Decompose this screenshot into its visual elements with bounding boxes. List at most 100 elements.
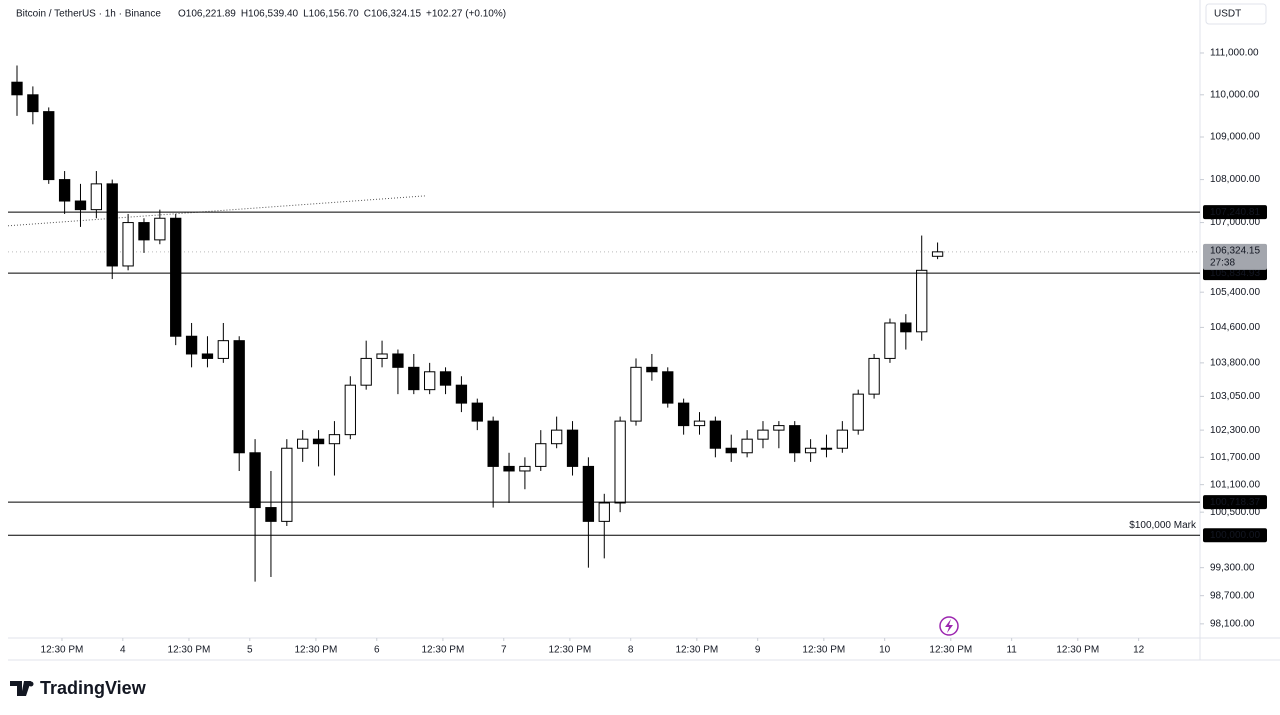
candle-body: [408, 366, 420, 391]
candle-body: [836, 429, 849, 449]
x-tick-label: 11: [1006, 645, 1017, 656]
x-tick-label: 12:30 PM: [929, 645, 972, 656]
countdown: 27:38: [1210, 257, 1235, 268]
candle-body: [122, 222, 134, 267]
ohlc-label: O106,221.89: [178, 9, 236, 20]
last-price-label: 106,324.15: [1210, 245, 1260, 256]
currency[interactable]: USDT: [1214, 9, 1241, 20]
candle-body: [598, 502, 610, 522]
trendline: [8, 195, 425, 227]
y-tick-label: 98,700.00: [1210, 590, 1255, 601]
candle-body: [138, 222, 150, 241]
candle-body: [328, 434, 341, 445]
candle-body: [519, 465, 531, 472]
price-change: +102.27 (+0.10%): [426, 9, 506, 20]
y-tick-label: 105,400.00: [1210, 287, 1260, 298]
y-tick-label: 110,000.00: [1210, 89, 1260, 100]
x-tick-label: 12:30 PM: [41, 645, 84, 656]
candle-body: [931, 251, 944, 257]
y-tick-label: 101,100.00: [1210, 479, 1260, 490]
candle-body: [74, 200, 87, 211]
candle-body: [297, 438, 309, 449]
candle-body: [392, 353, 404, 368]
candle-body: [535, 443, 547, 467]
candle-body: [201, 353, 214, 359]
level-label: 105,834.93: [1210, 268, 1260, 279]
annotation: $100,000 Mark: [1129, 520, 1197, 531]
x-tick-label: 12: [1133, 645, 1145, 656]
level-label-box: [1203, 495, 1267, 510]
x-tick-label: 12:30 PM: [295, 645, 338, 656]
candle-body: [741, 438, 753, 454]
candle-body: [312, 438, 325, 445]
ohlc-label: H106,539.40: [241, 9, 299, 20]
candle-body: [550, 429, 563, 445]
candle-body: [900, 322, 912, 333]
x-tick-label: 12:30 PM: [421, 645, 464, 656]
candle-body: [582, 465, 595, 522]
candle-body: [630, 366, 642, 422]
x-tick-label: 12:30 PM: [675, 645, 718, 656]
candle-body: [265, 507, 277, 522]
candle-body: [916, 269, 928, 333]
candle-body: [154, 217, 166, 241]
candle-body: [566, 429, 579, 467]
candle-body: [376, 353, 388, 359]
y-tick-label: 109,000.00: [1210, 132, 1260, 143]
candle-body: [90, 183, 103, 211]
candle-body: [43, 111, 55, 181]
y-tick-label: 103,800.00: [1210, 358, 1260, 369]
x-tick-label: 9: [755, 645, 761, 656]
y-tick-label: 100,500.00: [1210, 507, 1260, 518]
candle-body: [471, 402, 483, 422]
candle-body: [677, 402, 690, 427]
x-tick-label: 12:30 PM: [548, 645, 591, 656]
chart-title: Bitcoin / TetherUS · 1h · Binance: [16, 9, 161, 20]
y-tick-label: 107,000.00: [1210, 217, 1260, 228]
last-price-box: [1203, 243, 1267, 270]
replay-icon[interactable]: [939, 616, 959, 636]
x-tick-label: 6: [374, 645, 380, 656]
candle-body: [487, 420, 499, 467]
candle-body: [503, 465, 515, 472]
brand-logo: [10, 681, 34, 696]
candle-body: [614, 420, 626, 504]
candle-body: [709, 420, 722, 449]
candle-body: [27, 94, 39, 113]
x-tick-label: 5: [247, 645, 253, 656]
y-tick-label: 99,300.00: [1210, 562, 1255, 573]
candle-body: [757, 429, 769, 440]
candle-body: [249, 452, 261, 509]
y-tick-label: 108,000.00: [1210, 174, 1260, 185]
level-label: 107,240.81: [1210, 207, 1260, 218]
candle-body: [424, 371, 436, 391]
candle-body: [662, 371, 674, 404]
x-tick-label: 12:30 PM: [1056, 645, 1099, 656]
x-tick-label: 12:30 PM: [802, 645, 845, 656]
x-tick-label: 10: [879, 645, 891, 656]
level-label: 100,000.00: [1210, 530, 1260, 541]
candle-body: [804, 447, 817, 454]
currency-button[interactable]: [1205, 3, 1267, 25]
y-tick-label: 103,050.00: [1210, 391, 1260, 402]
candle-body: [693, 420, 706, 427]
candle-body: [789, 425, 801, 454]
candle-body: [217, 340, 229, 359]
y-tick-label: 104,600.00: [1210, 322, 1260, 333]
x-tick-label: 4: [120, 645, 126, 656]
brand: TradingView: [40, 678, 147, 698]
level-label: 100,718.37: [1210, 497, 1260, 508]
candle-body: [439, 371, 452, 386]
candle-body: [11, 81, 23, 96]
candle-body: [58, 179, 71, 202]
candle-body: [725, 447, 737, 454]
y-tick-label: 98,100.00: [1210, 618, 1255, 629]
plot-area: [8, 0, 1200, 660]
candle-body: [868, 357, 880, 395]
ohlc-label: C106,324.15: [364, 9, 422, 20]
candle-body: [106, 183, 118, 267]
plot-layer: [8, 65, 1200, 582]
candle-body: [233, 340, 245, 454]
